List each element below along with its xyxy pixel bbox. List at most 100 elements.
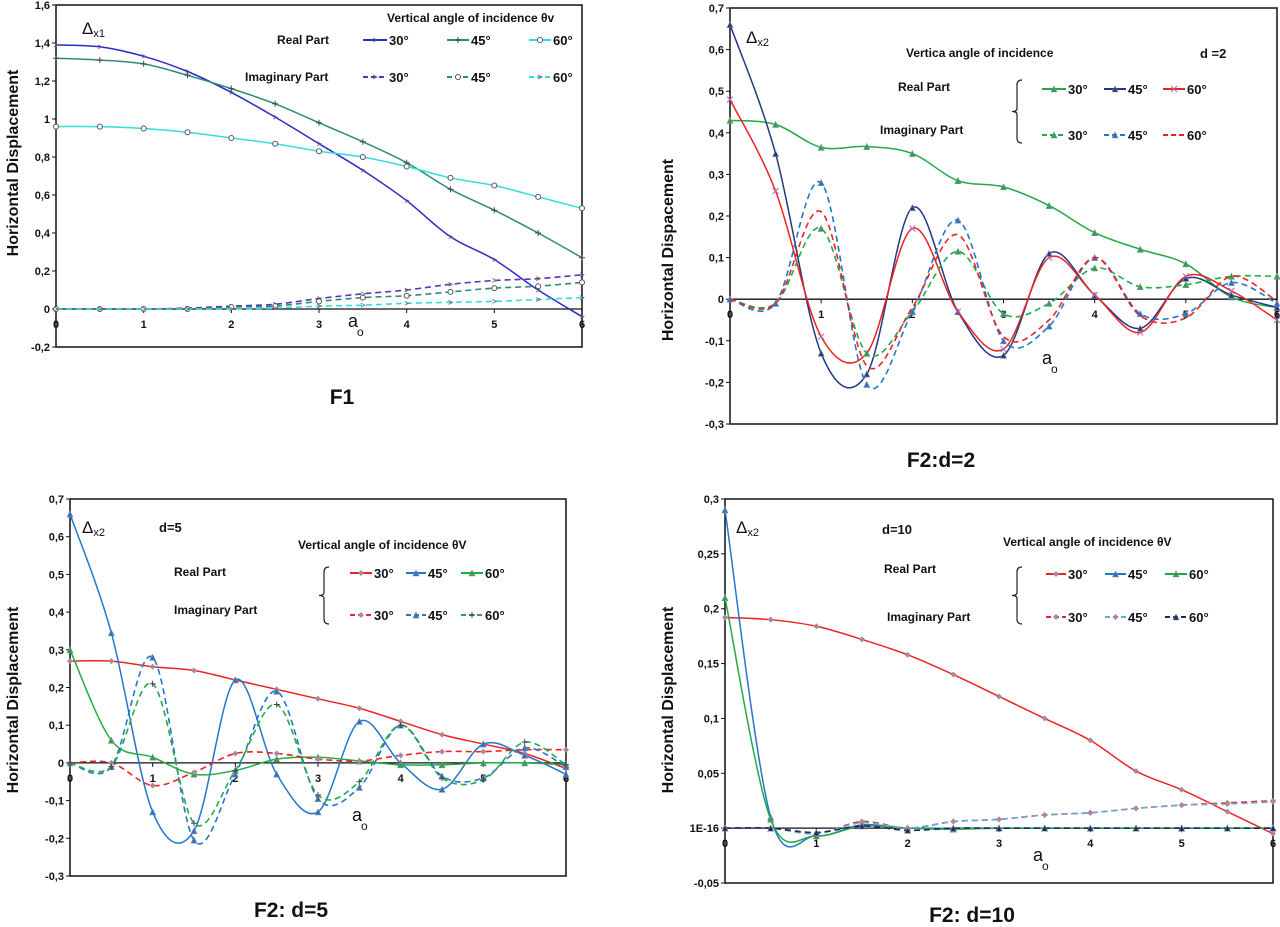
marker-triangle — [66, 510, 74, 518]
marker-tick — [492, 299, 498, 304]
y-tick-label: -0,2 — [705, 377, 724, 389]
legend-entry: 30° — [350, 566, 394, 581]
legend-label: 60° — [485, 566, 505, 581]
y-tick-label: 0,4 — [709, 128, 725, 140]
marker-triangle — [863, 349, 871, 357]
marker-tick — [448, 234, 454, 240]
series-real-60 — [53, 123, 585, 212]
x-tick-label: 0 — [53, 319, 59, 331]
marker-circle — [316, 298, 322, 305]
series-line — [55, 44, 583, 318]
marker-triangle — [1091, 228, 1099, 236]
marker-diamond — [1041, 715, 1048, 722]
marker-triangle — [1182, 260, 1190, 268]
legend-entry: 45° — [447, 33, 491, 48]
marker-tick — [272, 305, 279, 311]
marker-plus — [140, 60, 147, 67]
marker-triangle — [355, 783, 363, 791]
marker-tick — [537, 74, 543, 80]
marker-triangle — [1111, 85, 1119, 93]
x-tick-label: 3 — [996, 838, 1002, 850]
marker-circle — [447, 288, 454, 295]
y-tick-label: 0,1 — [49, 720, 64, 732]
x-tick-label: 1 — [150, 773, 156, 785]
marker-triangle — [863, 142, 871, 150]
legend-label: 30° — [1068, 82, 1088, 97]
marker-diamond — [904, 651, 911, 658]
marker-tick — [141, 306, 147, 312]
marker-tick — [360, 167, 366, 173]
series-real-30 — [53, 42, 585, 319]
marker-diamond — [1053, 614, 1059, 620]
chart-panel-2: 0,70,60,50,40,30,20,10-0,1-0,2-0,3012345… — [660, 3, 1280, 472]
legend-entry: 60° — [461, 608, 505, 623]
marker-triangle — [954, 216, 962, 224]
marker-triangle — [995, 824, 1003, 832]
marker-plus — [491, 207, 498, 214]
x-tick-label: 0 — [727, 309, 733, 321]
marker-triangle — [1172, 570, 1180, 578]
marker-triangle — [772, 120, 780, 128]
y-tick-label: 0 — [58, 758, 64, 770]
marker-triangle — [1045, 201, 1053, 209]
marker-triangle — [858, 822, 866, 830]
marker-diamond — [950, 671, 957, 678]
y-tick-label: -0,3 — [705, 419, 724, 431]
series-imaginary-60 — [53, 295, 585, 312]
marker-triangle — [1227, 278, 1235, 286]
marker-diamond — [1224, 801, 1231, 808]
marker-plus — [469, 612, 475, 618]
marker-triangle — [817, 179, 825, 187]
marker-diamond — [1178, 802, 1185, 809]
series-imaginary-60 — [67, 680, 569, 827]
marker-diamond — [149, 663, 156, 670]
series-real-45 — [53, 55, 585, 261]
marker-triangle — [521, 759, 529, 767]
marker-triangle — [1000, 337, 1007, 345]
marker-diamond — [767, 616, 774, 623]
marker-circle — [140, 125, 147, 132]
marker-cross — [817, 333, 825, 340]
marker-tick — [97, 306, 103, 312]
series-imaginary-30 — [67, 746, 569, 789]
y-tick-label: 1,6 — [35, 0, 50, 12]
y-tick-label: 0,3 — [709, 169, 724, 181]
marker-triangle — [908, 204, 916, 211]
marker-triangle — [1269, 824, 1277, 832]
y-tick-label: 0 — [718, 294, 724, 306]
series-line — [69, 655, 567, 845]
y-tick-label: -0,2 — [31, 342, 50, 354]
y-tick-label: 0,2 — [35, 266, 50, 278]
marker-triangle — [1273, 303, 1280, 311]
marker-diamond — [996, 816, 1002, 823]
marker-diamond — [1270, 798, 1276, 805]
marker-tick — [492, 257, 498, 262]
legend-label: 60° — [1189, 567, 1209, 582]
legend-brace — [318, 566, 330, 625]
legend-title: Vertical angle of incidence θV — [298, 538, 467, 552]
legend-label: 45° — [1128, 567, 1148, 582]
chart-panel-3: 0,70,60,50,40,30,20,10-0,1-0,2-0,3012345… — [5, 494, 570, 922]
marker-cross — [1000, 345, 1007, 353]
y-axis-label: Horizontal Dispacement — [660, 158, 677, 341]
marker-diamond — [1053, 571, 1059, 577]
delta-symbol: Δ — [82, 518, 93, 537]
legend-label: 60° — [1189, 610, 1209, 625]
marker-diamond — [1133, 768, 1139, 775]
marker-plus — [579, 254, 585, 261]
marker-triangle — [1182, 280, 1190, 288]
marker-triangle — [1086, 824, 1094, 832]
marker-diamond — [108, 658, 115, 665]
marker-triangle — [479, 759, 487, 767]
marker-diamond — [356, 705, 363, 712]
marker-triangle — [767, 824, 775, 832]
marker-triangle — [314, 795, 322, 803]
y-tick-label: -0,1 — [705, 336, 724, 348]
delta-subscript: x2 — [93, 527, 105, 539]
legend-label: 30° — [1068, 610, 1088, 625]
series-line — [729, 99, 1278, 364]
marker-triangle — [190, 827, 198, 835]
legend-title: Vertical angle of incidence θV — [1003, 535, 1172, 549]
series-real-45 — [726, 20, 1280, 389]
